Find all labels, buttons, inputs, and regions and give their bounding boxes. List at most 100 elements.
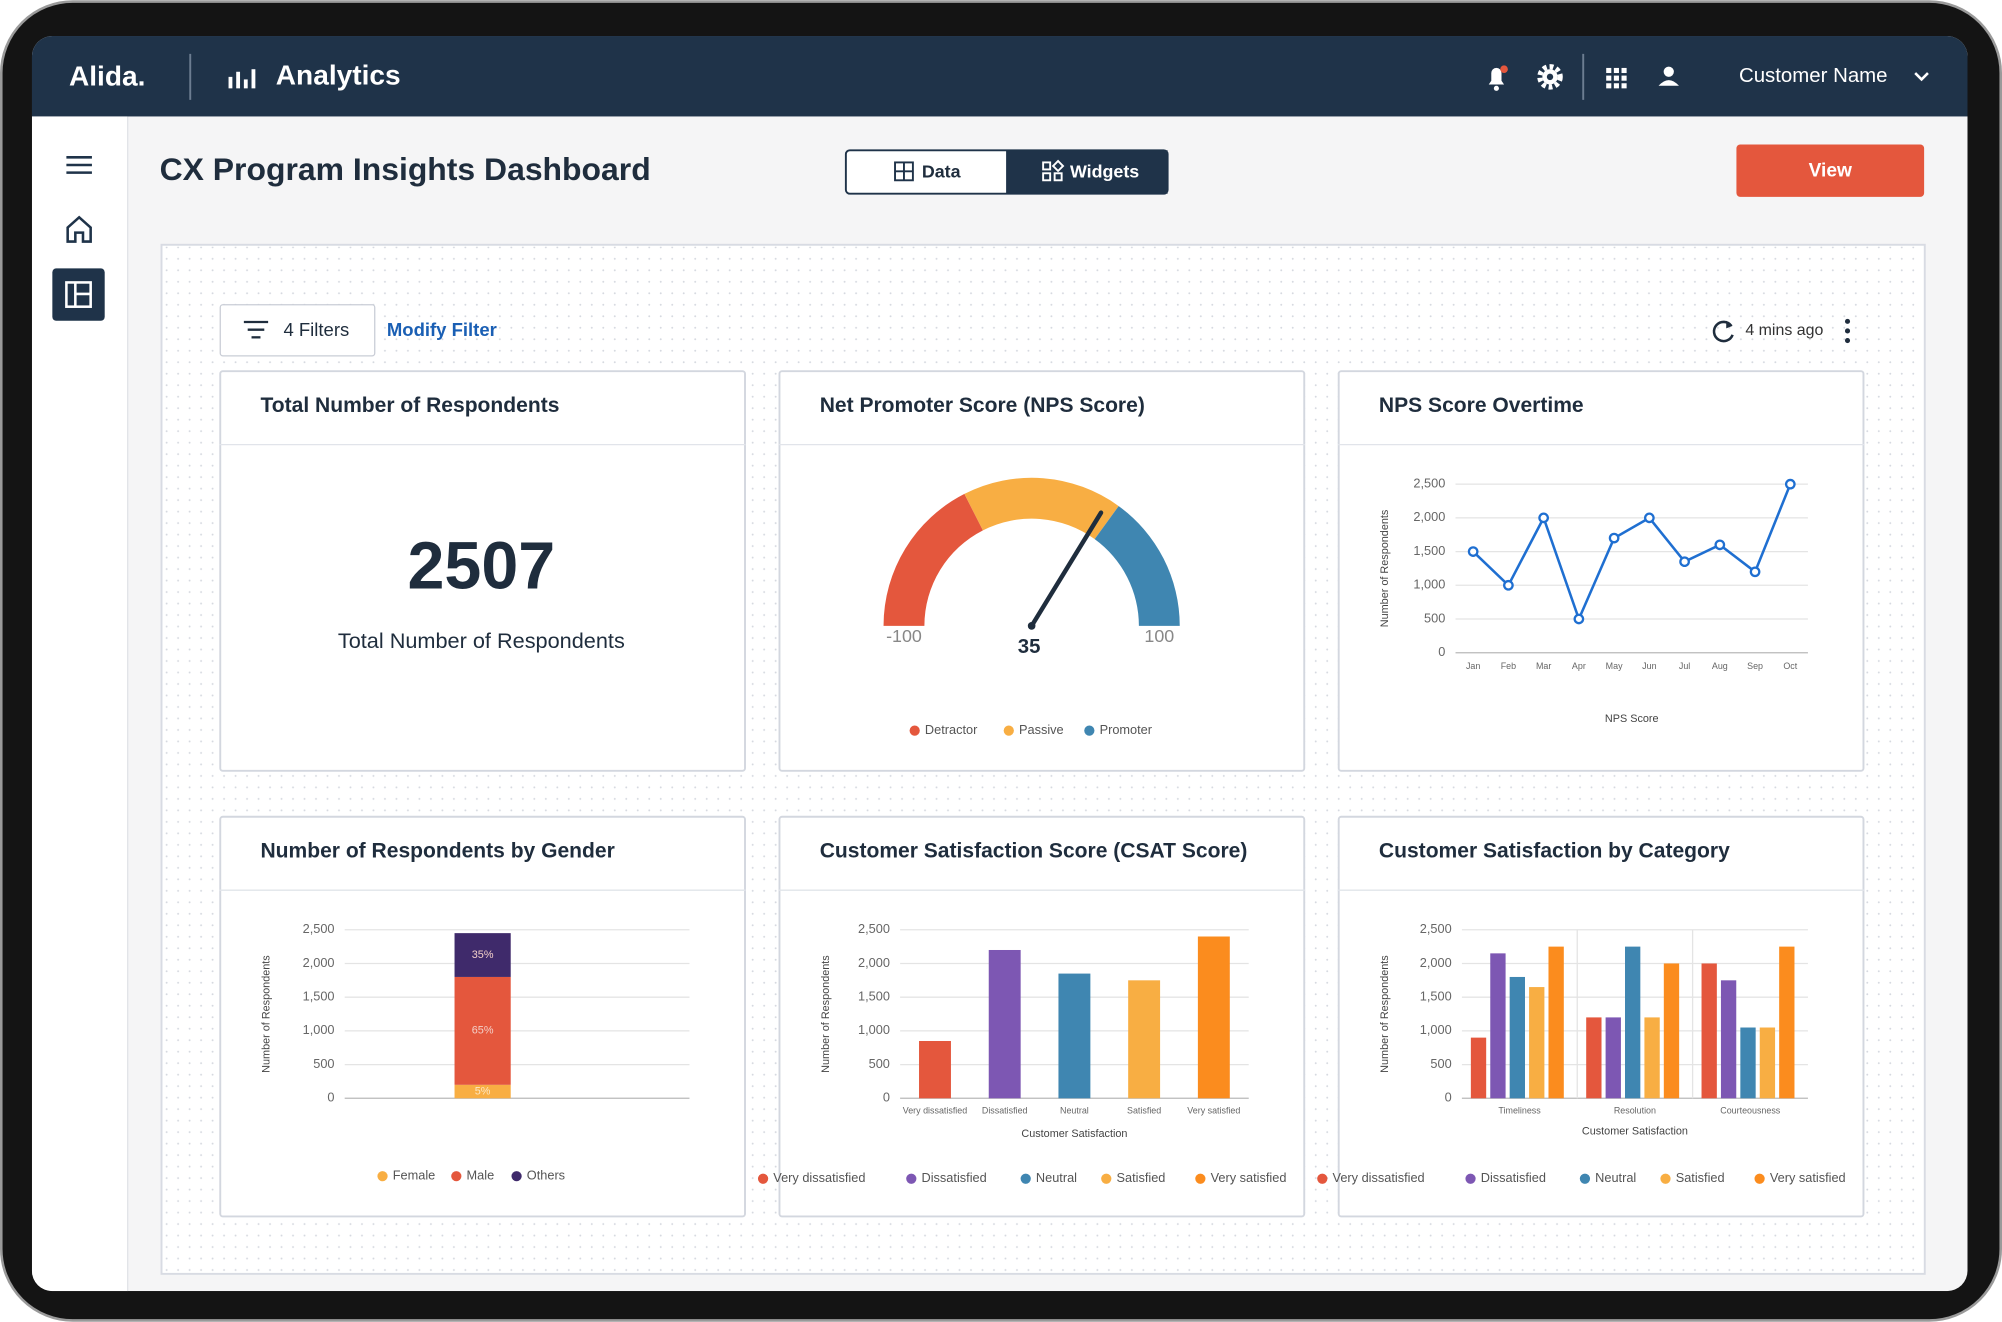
- bar: [1663, 963, 1680, 1099]
- legend-label: Dissatisfied: [1481, 1170, 1546, 1185]
- tab-widgets[interactable]: Widgets: [1070, 161, 1139, 181]
- gauge-band: [883, 493, 983, 626]
- y-tick-label: 1,500: [858, 989, 890, 1004]
- modify-filter-link[interactable]: Modify Filter: [387, 319, 497, 340]
- apps-icon[interactable]: [1606, 67, 1627, 89]
- user-menu[interactable]: Customer Name: [1739, 65, 1888, 87]
- x-tick-label: May: [1606, 661, 1623, 671]
- toggle-widgets-bg[interactable]: [1006, 150, 1168, 194]
- chevron[interactable]: [1914, 72, 1929, 82]
- y-tick-label: 2,000: [1420, 955, 1452, 970]
- legend-swatch: [1003, 725, 1014, 736]
- widget-title: NPS Score Overtime: [1379, 394, 1584, 417]
- line-marker: [1608, 532, 1620, 544]
- gauge-tick-label: 100: [1144, 626, 1174, 646]
- x-tick-label: Oct: [1783, 661, 1797, 671]
- line-series: [1472, 483, 1792, 623]
- needle-hub: [1027, 622, 1036, 630]
- x-tick-label: Sep: [1747, 661, 1763, 671]
- line-marker: [1784, 478, 1796, 490]
- brand-logo[interactable]: Alida.: [69, 61, 145, 92]
- widgets-icon: [1042, 159, 1065, 182]
- bar: [1720, 980, 1737, 1099]
- x-axis-title: Customer Satisfaction: [1582, 1125, 1688, 1137]
- x-tick-label: Dissatisfied: [982, 1105, 1028, 1115]
- widget-title: Customer Satisfaction by Category: [1379, 839, 1730, 862]
- legend-label: Neutral: [1036, 1170, 1077, 1185]
- legend-swatch: [906, 1173, 917, 1184]
- more-menu[interactable]: [1844, 318, 1851, 344]
- refresh-icon[interactable]: [1712, 320, 1734, 343]
- x-tick-label: Very satisfied: [1187, 1105, 1240, 1115]
- gauge-tick-label: -100: [886, 626, 922, 646]
- bar: [1197, 936, 1230, 1099]
- x-tick-label: Courteousness: [1720, 1105, 1781, 1115]
- bar: [1529, 987, 1545, 1099]
- view-button[interactable]: [1736, 144, 1925, 197]
- user-icon[interactable]: [1658, 66, 1679, 86]
- analytics-icon: [228, 69, 256, 89]
- legend-label: Very dissatisfied: [773, 1170, 865, 1185]
- filters-button[interactable]: [219, 304, 376, 357]
- bar-segment: [454, 976, 511, 1085]
- legend-label: Detractor: [925, 722, 978, 737]
- settings-icon[interactable]: [1537, 64, 1563, 90]
- x-tick-label: Feb: [1501, 661, 1516, 671]
- legend-label: Female: [393, 1168, 436, 1183]
- legend-label: Neutral: [1595, 1170, 1636, 1185]
- bar: [1058, 973, 1091, 1099]
- legend-swatch: [1465, 1173, 1476, 1184]
- legend-label: Very satisfied: [1770, 1170, 1846, 1185]
- legend-label: Very satisfied: [1211, 1170, 1287, 1185]
- notifications-icon[interactable]: [1488, 65, 1508, 91]
- bar: [1625, 946, 1641, 1099]
- line-marker: [1538, 512, 1549, 524]
- widgets: Total Number of Respondents 2507 Total Num…: [219, 370, 1865, 1218]
- y-tick-label: 2,000: [1413, 509, 1445, 524]
- y-tick-label: 1,500: [1420, 989, 1452, 1004]
- y-tick-label: 2,500: [1420, 921, 1452, 936]
- y-tick-label: 500: [313, 1056, 334, 1071]
- segment-label: 5%: [475, 1085, 491, 1097]
- menu-icon[interactable]: [66, 156, 92, 174]
- legend-label: Dissatisfied: [922, 1170, 987, 1185]
- legend-swatch: [1195, 1173, 1206, 1184]
- y-tick-label: 2,000: [858, 955, 890, 970]
- x-tick-label: Aug: [1712, 661, 1728, 671]
- legend-swatch: [511, 1171, 522, 1182]
- legend-swatch: [909, 725, 920, 736]
- legend-label: Promoter: [1100, 722, 1153, 737]
- x-tick-label: Very dissatisfied: [903, 1105, 968, 1115]
- bar: [1701, 963, 1717, 1099]
- home-icon[interactable]: [66, 215, 92, 243]
- legend-swatch: [757, 1173, 769, 1184]
- widget-title: Total Number of Respondents: [260, 394, 559, 417]
- y-tick-label: 1,000: [303, 1022, 335, 1037]
- y-tick-label: 500: [1430, 1056, 1451, 1071]
- x-axis-title: Customer Satisfaction: [1021, 1128, 1127, 1140]
- legend-label: Others: [527, 1168, 565, 1183]
- legend-swatch: [1317, 1173, 1328, 1184]
- widget-title: Customer Satisfaction Score (CSAT Score): [820, 839, 1248, 862]
- tab-data[interactable]: Data: [922, 161, 962, 181]
- legend-label: Very dissatisfied: [1333, 1170, 1425, 1185]
- y-tick-label: 1,000: [858, 1022, 890, 1037]
- line-marker: [1467, 546, 1479, 557]
- bar: [1644, 1017, 1660, 1099]
- line-marker: [1714, 539, 1726, 551]
- y-tick-label: 1,000: [1413, 577, 1445, 592]
- gauge-needle: [1029, 510, 1104, 629]
- last-updated: 4 mins ago: [1745, 322, 1823, 339]
- y-tick-label: 2,500: [1413, 476, 1445, 491]
- bar: [1470, 1037, 1487, 1099]
- bar: [1740, 1027, 1756, 1099]
- segment-label: 35%: [472, 949, 494, 961]
- legend-label: Satisfied: [1676, 1170, 1725, 1185]
- page-title: CX Program Insights Dashboard: [160, 151, 651, 187]
- legend-swatch: [451, 1171, 462, 1182]
- y-axis-title: Number of Respondents: [1379, 509, 1391, 627]
- legend-swatch: [1660, 1173, 1671, 1184]
- widget-title: Net Promoter Score (NPS Score): [820, 394, 1145, 417]
- bar-segment: [454, 933, 511, 977]
